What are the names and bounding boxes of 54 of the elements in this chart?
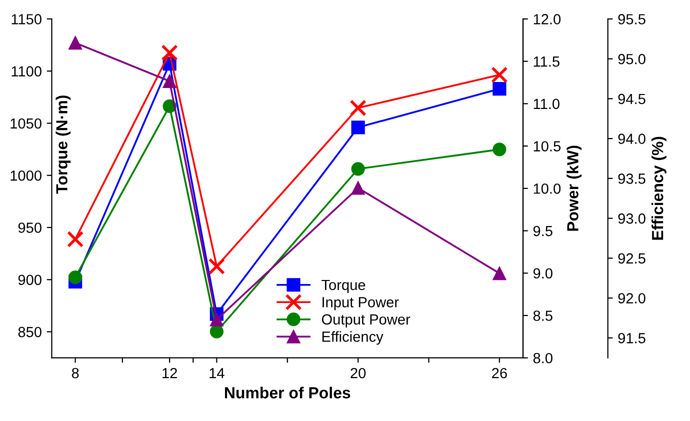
point [350, 100, 366, 116]
y3-tick-label: 93.5 [618, 174, 646, 184]
x-tick-label: 20 [350, 368, 366, 378]
point [68, 270, 82, 284]
point [351, 181, 365, 195]
y-tick-label: 1100 [12, 66, 42, 77]
point [68, 36, 82, 50]
legend-label: Output Power [322, 314, 410, 328]
point [66, 230, 84, 248]
point [208, 258, 226, 275]
x-tick-label: 8 [72, 368, 79, 378]
y3-tick-label: 93.0 [618, 213, 646, 224]
y-axis-title: Torque (N·m) [56, 96, 71, 194]
y2-tick-label: 10.0 [534, 184, 561, 194]
legend-label: Input Power [322, 297, 399, 310]
y2-tick-label: 9.5 [533, 226, 552, 236]
y-tick-label: 1000 [10, 170, 42, 181]
point [351, 120, 365, 134]
x-tick-label: 12 [162, 368, 177, 378]
y2-tick-label: 9.0 [533, 268, 552, 279]
y2-tick-label: 8.5 [533, 310, 552, 321]
y2-tick-label: 12.0 [534, 14, 561, 24]
y-tick-label: 1150 [12, 14, 42, 24]
point [210, 312, 224, 326]
legend-label: Efficiency [322, 331, 384, 345]
y-tick-label: 1050 [10, 118, 42, 129]
y3-axis-title: Efficiency (%) [652, 136, 666, 240]
point [210, 324, 224, 338]
point [492, 82, 506, 96]
y3-tick-label: 91.5 [618, 333, 646, 344]
y-tick-label: 850 [18, 326, 42, 338]
x-tick-label: 14 [210, 368, 224, 378]
y2-tick-label: 11.0 [534, 98, 560, 110]
x-tick-label: 26 [492, 368, 507, 378]
point [162, 74, 176, 88]
y2-tick-label: 11.5 [534, 56, 560, 67]
y3-tick-label: 94.5 [618, 94, 646, 104]
point [161, 44, 178, 62]
legend-label: Torque [322, 280, 366, 294]
point [491, 66, 508, 84]
y2-tick-label: 8.0 [533, 352, 552, 364]
point [351, 162, 365, 176]
y-tick-label: 900 [18, 274, 42, 286]
point [492, 142, 506, 156]
y3-tick-label: 95.5 [618, 14, 646, 24]
y3-tick-label: 92.5 [618, 253, 646, 264]
x-axis-title: Number of Poles [225, 386, 350, 398]
y3-tick-label: 94.0 [618, 134, 646, 144]
y3-tick-label: 92.0 [618, 293, 646, 304]
y-tick-label: 950 [18, 222, 42, 233]
y2-axis-title: Power (kW) [566, 146, 582, 231]
point [492, 266, 506, 280]
y3-tick-label: 95.0 [618, 54, 646, 64]
y2-tick-label: 10.5 [534, 141, 561, 152]
